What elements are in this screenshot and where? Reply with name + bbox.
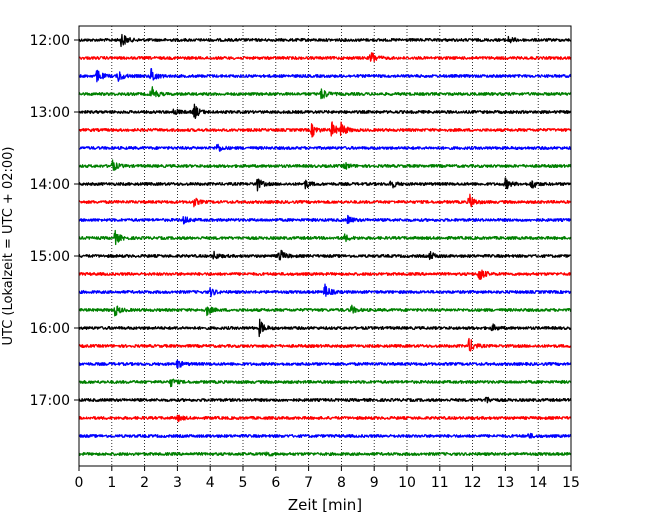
y-tick-label: 12:00 (30, 33, 70, 49)
seismogram-trace (78, 143, 572, 152)
seismogram-trace (78, 337, 572, 352)
seismogram-trace (78, 318, 572, 338)
x-axis-ticks: 0 1 2 3 4 5 6 7 8 9 10 11 12 13 14 15 (75, 466, 580, 491)
seismogram-traces (78, 33, 572, 457)
seismogram-trace (78, 229, 572, 246)
x-axis-label: Zeit [min] (288, 496, 362, 514)
seismogram-trace (78, 103, 572, 120)
x-tick-label: 11 (431, 475, 449, 491)
seismogram-trace (78, 432, 572, 439)
x-tick-label: 1 (107, 475, 116, 491)
x-tick-label: 13 (496, 475, 514, 491)
seismogram-trace (78, 304, 572, 317)
seismogram-trace (78, 52, 572, 63)
x-tick-label: 10 (398, 475, 416, 491)
seismogram-trace (78, 359, 572, 369)
seismogram-trace (78, 214, 572, 225)
seismogram-trace (78, 283, 572, 298)
x-tick-label: 5 (239, 475, 248, 491)
grid-lines (111, 26, 539, 466)
seismogram-trace (78, 451, 572, 457)
seismogram-trace (78, 121, 572, 138)
seismogram-trace (78, 33, 572, 48)
x-tick-label: 9 (370, 475, 379, 491)
y-axis-label: UTC (Lokalzeit = UTC + 02:00) (1, 147, 16, 346)
seismogram-trace (78, 68, 572, 83)
x-tick-label: 0 (75, 475, 84, 491)
seismogram-trace (78, 378, 572, 388)
plot-frame (78, 25, 572, 467)
x-tick-label: 8 (337, 475, 346, 491)
x-tick-label: 15 (562, 475, 580, 491)
y-tick-label: 17:00 (30, 393, 70, 409)
seismogram-trace (78, 159, 572, 171)
seismogram-trace (78, 177, 572, 192)
x-tick-label: 6 (271, 475, 280, 491)
y-tick-label: 14:00 (30, 177, 70, 193)
seismogram-trace (78, 86, 572, 100)
seismogram-trace (78, 414, 572, 423)
x-tick-label: 4 (206, 475, 215, 491)
x-tick-label: 14 (529, 475, 547, 491)
seismogram-trace (78, 249, 572, 261)
y-tick-label: 16:00 (30, 321, 70, 337)
seismogram-trace (78, 269, 572, 281)
y-tick-label: 13:00 (30, 105, 70, 121)
x-tick-label: 2 (140, 475, 149, 491)
x-tick-label: 3 (173, 475, 182, 491)
x-tick-label: 7 (304, 475, 313, 491)
y-tick-label: 15:00 (30, 249, 70, 265)
x-tick-label: 12 (464, 475, 482, 491)
seismogram-trace (78, 396, 572, 404)
seismogram-trace (78, 193, 572, 208)
y-axis-ticks: 12:00 13:00 14:00 15:00 16:00 17:00 (30, 33, 79, 409)
